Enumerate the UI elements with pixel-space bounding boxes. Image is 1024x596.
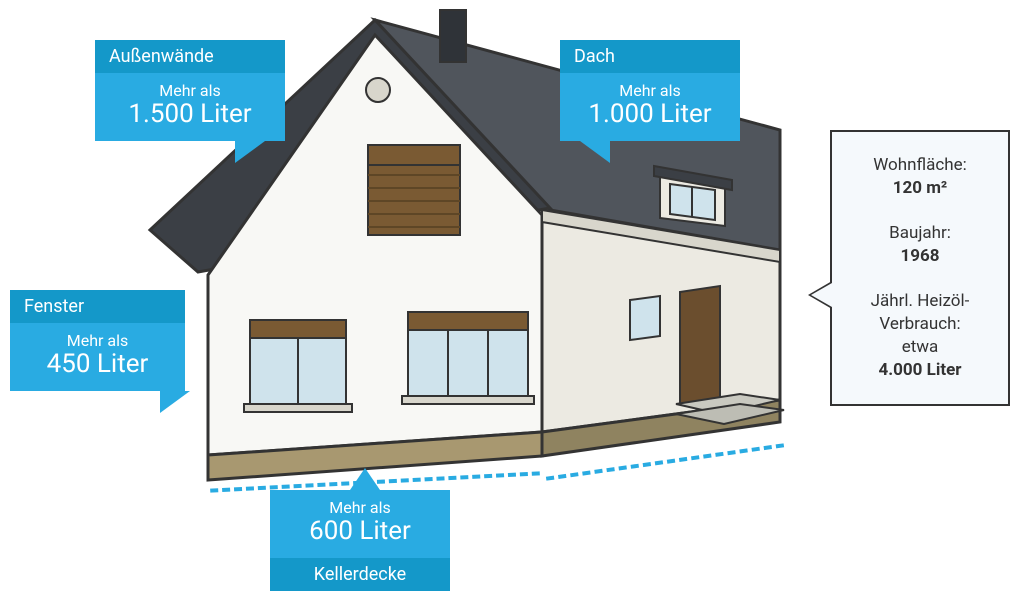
callout-windows-pointer-icon bbox=[160, 391, 190, 413]
callout-windows-pre: Mehr als bbox=[28, 331, 167, 350]
info-row-area: Wohnfläche: 120 m² bbox=[850, 154, 990, 200]
callout-cellar-pre: Mehr als bbox=[288, 498, 432, 517]
callout-walls-pre: Mehr als bbox=[113, 81, 267, 100]
callout-roof: Dach Mehr als 1.000 Liter bbox=[560, 40, 740, 141]
callout-cellar: Mehr als 600 Liter Kellerdecke bbox=[270, 490, 450, 591]
info-label-consumption: Jährl. Heizöl- Verbrauch: etwa bbox=[850, 290, 990, 359]
callout-roof-pre: Mehr als bbox=[578, 81, 722, 100]
callout-walls-value: 1.500 Liter bbox=[113, 100, 267, 129]
window-lower-right bbox=[402, 312, 534, 404]
callout-windows-value: 450 Liter bbox=[28, 350, 167, 379]
callout-cellar-value: 600 Liter bbox=[288, 517, 432, 546]
callout-windows: Fenster Mehr als 450 Liter bbox=[10, 290, 185, 391]
info-value-consumption: 4.000 Liter bbox=[850, 359, 990, 382]
window-upper-shutter bbox=[368, 145, 460, 235]
callout-walls: Außenwände Mehr als 1.500 Liter bbox=[95, 40, 285, 141]
info-row-consumption: Jährl. Heizöl- Verbrauch: etwa 4.000 Lit… bbox=[850, 290, 990, 382]
info-panel: Wohnfläche: 120 m² Baujahr: 1968 Jährl. … bbox=[830, 130, 1010, 406]
callout-windows-header: Fenster bbox=[10, 290, 185, 323]
callout-roof-header: Dach bbox=[560, 40, 740, 73]
info-value-year: 1968 bbox=[850, 245, 990, 268]
callout-cellar-body: Mehr als 600 Liter bbox=[270, 490, 450, 558]
info-row-year: Baujahr: 1968 bbox=[850, 222, 990, 268]
callout-roof-body: Mehr als 1.000 Liter bbox=[560, 73, 740, 141]
window-side-small bbox=[630, 296, 660, 340]
callout-cellar-pointer-icon bbox=[350, 468, 380, 490]
diagram-stage: Außenwände Mehr als 1.500 Liter Dach Meh… bbox=[0, 0, 1024, 596]
info-value-area: 120 m² bbox=[850, 177, 990, 200]
callout-roof-pointer-icon bbox=[580, 141, 610, 163]
info-label-area: Wohnfläche: bbox=[850, 154, 990, 177]
chimney bbox=[440, 10, 466, 62]
window-lower-left bbox=[244, 320, 352, 412]
callout-walls-header: Außenwände bbox=[95, 40, 285, 73]
info-panel-pointer-icon bbox=[808, 281, 832, 309]
callout-walls-body: Mehr als 1.500 Liter bbox=[95, 73, 285, 141]
info-label-year: Baujahr: bbox=[850, 222, 990, 245]
callout-walls-pointer-icon bbox=[235, 141, 265, 163]
gable-vent-icon bbox=[366, 78, 390, 102]
callout-cellar-header: Kellerdecke bbox=[270, 558, 450, 591]
callout-windows-body: Mehr als 450 Liter bbox=[10, 323, 185, 391]
callout-roof-value: 1.000 Liter bbox=[578, 100, 722, 129]
